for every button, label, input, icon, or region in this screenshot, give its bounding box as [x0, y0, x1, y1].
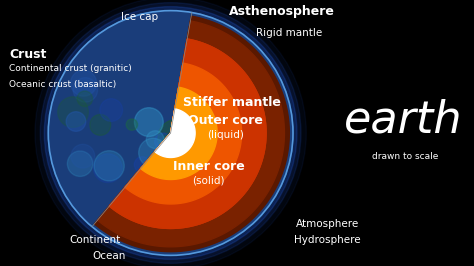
- Ellipse shape: [67, 151, 93, 176]
- Polygon shape: [125, 63, 242, 204]
- Text: Inner core: Inner core: [173, 160, 245, 173]
- Text: Continental crust (granitic): Continental crust (granitic): [9, 64, 132, 73]
- Ellipse shape: [214, 182, 228, 196]
- Ellipse shape: [178, 128, 201, 151]
- Ellipse shape: [166, 218, 182, 233]
- Ellipse shape: [238, 101, 264, 127]
- Ellipse shape: [237, 134, 252, 148]
- Polygon shape: [155, 109, 195, 157]
- Polygon shape: [141, 87, 217, 180]
- Ellipse shape: [252, 150, 260, 158]
- Ellipse shape: [191, 117, 201, 127]
- Ellipse shape: [158, 119, 194, 156]
- Ellipse shape: [66, 112, 86, 131]
- Ellipse shape: [73, 78, 98, 102]
- Ellipse shape: [44, 7, 297, 259]
- Text: Outer core: Outer core: [188, 114, 263, 127]
- Polygon shape: [155, 109, 195, 157]
- Polygon shape: [121, 58, 247, 209]
- Ellipse shape: [146, 131, 164, 149]
- Ellipse shape: [58, 97, 88, 127]
- Ellipse shape: [93, 154, 122, 182]
- Text: Ice cap: Ice cap: [121, 12, 158, 22]
- Polygon shape: [94, 16, 289, 252]
- Ellipse shape: [126, 119, 137, 130]
- Ellipse shape: [100, 99, 123, 121]
- Ellipse shape: [155, 133, 172, 150]
- Text: (liquid): (liquid): [207, 130, 244, 140]
- Text: Stiffer mantle: Stiffer mantle: [183, 96, 281, 109]
- Ellipse shape: [221, 102, 237, 118]
- Ellipse shape: [40, 3, 301, 263]
- Ellipse shape: [71, 144, 95, 168]
- Polygon shape: [98, 21, 284, 247]
- Ellipse shape: [77, 91, 92, 107]
- Text: Atmosphere: Atmosphere: [295, 219, 359, 230]
- Ellipse shape: [163, 135, 174, 146]
- Ellipse shape: [110, 201, 127, 217]
- Ellipse shape: [201, 130, 237, 166]
- Ellipse shape: [197, 181, 220, 204]
- Ellipse shape: [167, 196, 186, 215]
- Ellipse shape: [90, 114, 111, 135]
- Ellipse shape: [148, 152, 174, 178]
- Polygon shape: [134, 77, 228, 190]
- Text: Oceanic crust (basaltic): Oceanic crust (basaltic): [9, 80, 117, 89]
- Ellipse shape: [156, 137, 178, 158]
- Ellipse shape: [244, 73, 268, 98]
- Ellipse shape: [71, 70, 97, 96]
- Polygon shape: [141, 87, 217, 180]
- Text: Hydrosphere: Hydrosphere: [294, 235, 360, 246]
- Ellipse shape: [169, 184, 182, 197]
- Ellipse shape: [35, 0, 306, 266]
- Ellipse shape: [94, 151, 124, 181]
- Ellipse shape: [108, 202, 137, 231]
- Ellipse shape: [210, 186, 235, 211]
- Polygon shape: [146, 95, 209, 171]
- Text: Rigid mantle: Rigid mantle: [256, 28, 322, 38]
- Ellipse shape: [134, 157, 150, 173]
- Text: Continent: Continent: [69, 235, 120, 246]
- Text: (solid): (solid): [192, 176, 225, 186]
- Polygon shape: [109, 39, 266, 228]
- Polygon shape: [125, 63, 242, 204]
- Text: Crust: Crust: [9, 48, 47, 61]
- Text: earth: earth: [344, 98, 462, 142]
- Ellipse shape: [135, 108, 163, 136]
- Ellipse shape: [48, 11, 293, 255]
- Ellipse shape: [246, 96, 271, 122]
- Polygon shape: [109, 39, 266, 228]
- Ellipse shape: [139, 138, 167, 167]
- Text: Asthenosphere: Asthenosphere: [229, 5, 335, 18]
- Ellipse shape: [209, 198, 231, 220]
- Ellipse shape: [199, 94, 232, 128]
- Text: Ocean: Ocean: [92, 251, 126, 261]
- Text: drawn to scale: drawn to scale: [372, 152, 438, 161]
